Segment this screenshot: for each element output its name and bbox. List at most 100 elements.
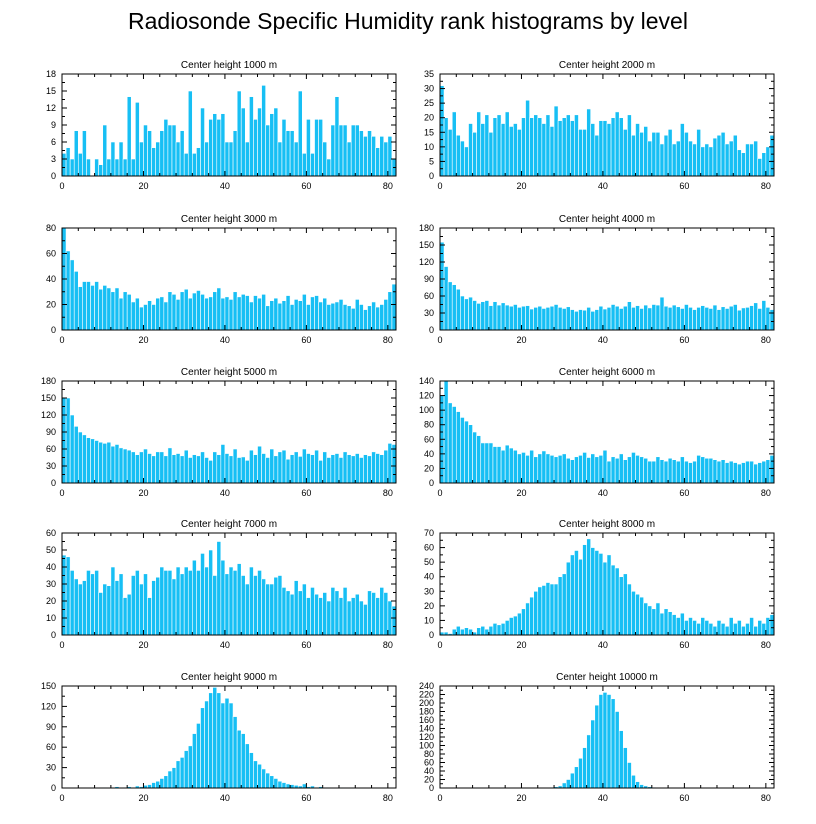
- panel-6-bar: [504, 444, 510, 484]
- panel-3-bar: [236, 296, 242, 331]
- panel-8-bar: [700, 617, 706, 636]
- panel-9-title: Center height 9000 m: [181, 672, 277, 683]
- panel-1-bar: [236, 90, 242, 177]
- panel-3-bar: [375, 306, 381, 331]
- panel-6-bar: [594, 456, 600, 484]
- panel-5-bar: [163, 455, 169, 484]
- panel-4-bar: [716, 309, 722, 331]
- panel-2-bar: [606, 123, 612, 177]
- panel-1-bar: [86, 158, 91, 177]
- panel-2-bar: [639, 131, 644, 177]
- panel-5-bar: [126, 449, 132, 484]
- panel-3-bar: [257, 297, 262, 331]
- panel-4-bar: [688, 307, 693, 331]
- panel-7-bar: [77, 583, 83, 636]
- panel-5-bar: [306, 453, 311, 484]
- panel-4-bar: [745, 307, 750, 331]
- panel-10-ytick-label: 60: [424, 758, 434, 768]
- panel-6-bar: [480, 442, 486, 484]
- panel-6-bar: [696, 455, 701, 484]
- panel-2-bar: [570, 120, 575, 177]
- panel-5-bar: [236, 457, 242, 484]
- panel-2-bar: [659, 143, 665, 177]
- panel-4-bar: [684, 304, 689, 331]
- panel-2-bar: [582, 129, 587, 177]
- panel-6-bar: [545, 453, 551, 484]
- panel-1-bar: [269, 113, 275, 177]
- panel-6-bar: [667, 457, 673, 484]
- panel-6-bar: [468, 424, 473, 484]
- panel-5-bar: [90, 438, 95, 484]
- panel-7-bar: [73, 578, 79, 636]
- panel-6-title: Center height 6000 m: [559, 367, 655, 378]
- panel-2-xtick-label: 60: [679, 181, 689, 191]
- panel-8-bar: [545, 582, 551, 636]
- panel-1-bar: [363, 136, 368, 177]
- panel-2-bar: [614, 111, 620, 177]
- panel-7-bar: [293, 580, 299, 636]
- panel-1-bar: [350, 124, 356, 177]
- panel-2-ytick-label: 0: [429, 171, 434, 181]
- panel-9-bar: [187, 745, 193, 789]
- panel-1-bar: [314, 119, 319, 177]
- panel-6-bar: [586, 457, 592, 484]
- panel-5-bar: [289, 454, 295, 484]
- panel-5-bar: [179, 455, 185, 484]
- panel-3-bar: [179, 291, 185, 331]
- panel-5-bar: [110, 445, 116, 484]
- panel-8-bar: [728, 617, 734, 636]
- panel-8-bar: [525, 602, 530, 636]
- panel-6-ytick-label: 20: [424, 463, 434, 473]
- panel-1-bar: [371, 136, 376, 177]
- panel-1-bar: [330, 124, 336, 177]
- panel-8-bar: [553, 583, 559, 636]
- panel-8-bar: [464, 627, 469, 636]
- panel-6-bar: [761, 460, 767, 484]
- panel-5-bar: [114, 444, 120, 484]
- panel-9-xtick-label: 0: [59, 793, 64, 803]
- panel-1-bar: [334, 96, 340, 177]
- panel-6-ytick-label: 40: [424, 449, 434, 459]
- panel-9-ytick-label: 30: [46, 763, 56, 773]
- panel-7-ytick-label: 60: [46, 528, 56, 538]
- panel-4-bar: [570, 309, 575, 331]
- panel-7-bar: [318, 597, 323, 636]
- panel-8-xtick-label: 80: [761, 640, 771, 650]
- panel-2-bar: [451, 111, 457, 177]
- panel-3-xtick-label: 40: [220, 335, 230, 345]
- panel-7-ytick-label: 20: [46, 596, 56, 606]
- panel-7-bar: [244, 583, 250, 636]
- panel-5-bar: [350, 455, 356, 484]
- panel-7-ytick-label: 50: [46, 545, 56, 555]
- panel-5-ytick-label: 90: [46, 427, 56, 437]
- panel-7-bar: [277, 575, 283, 636]
- panel-7-bar: [249, 566, 254, 636]
- panel-5-bar: [118, 447, 124, 484]
- panel-9-bar: [179, 757, 185, 789]
- panel-7-bar: [135, 570, 140, 636]
- panel-3-bar: [383, 299, 389, 331]
- panel-1-title: Center height 1000 m: [181, 60, 277, 71]
- panel-4-bar: [565, 306, 571, 331]
- panel-6-bar: [606, 460, 612, 484]
- panel-4-bar: [586, 307, 592, 331]
- panel-8-bar: [745, 623, 750, 636]
- panel-4-ytick-label: 120: [419, 257, 434, 267]
- panel-6-bar: [570, 459, 575, 484]
- panel-6-bar: [537, 453, 543, 484]
- panel-2-bar: [643, 126, 649, 177]
- panel-3-bar: [350, 308, 356, 331]
- panel-9-bar: [208, 692, 214, 789]
- panel-7-bar: [216, 541, 222, 636]
- panel-5-bar: [326, 457, 332, 484]
- panel-4-bar: [492, 301, 498, 331]
- panel-1-bar: [249, 96, 254, 177]
- panel-1-bar: [220, 113, 226, 177]
- panel-4-title: Center height 4000 m: [559, 214, 655, 225]
- panel-3-bar: [86, 281, 91, 331]
- panel-3-bar: [338, 299, 344, 331]
- panel-7-bar: [200, 553, 205, 636]
- panel-7-bar: [118, 573, 124, 636]
- panel-3-bar: [94, 281, 99, 331]
- panel-5-bar: [143, 448, 148, 484]
